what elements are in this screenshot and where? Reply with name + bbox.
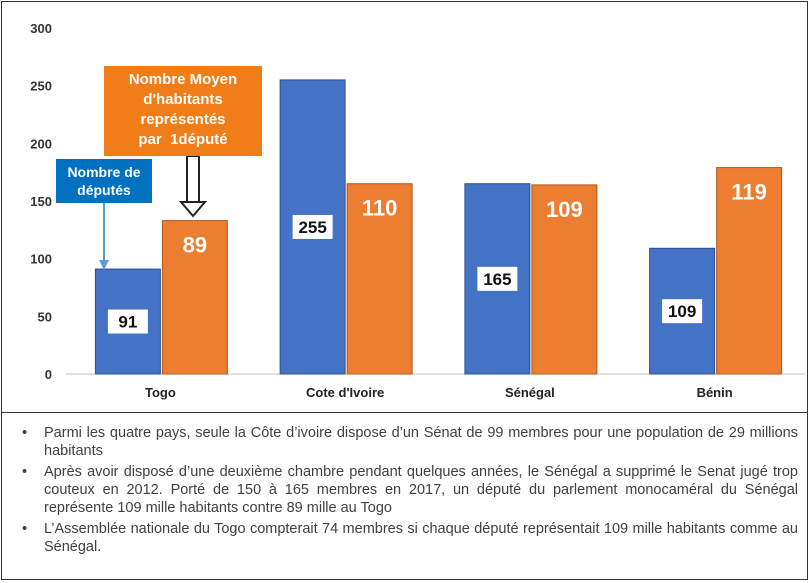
x-axis: Togo Cote d'Ivoire Sénégal Bénin [145,385,733,400]
bar-habitants [161,220,228,375]
bar-chart: 0 50 100 150 200 250 300 91 89 255 110 165 109 109 11… [30,21,805,400]
callout-habitants-line-4: par 1député [138,131,228,148]
x-tick-label: Cote d'Ivoire [306,385,384,400]
y-tick-label: 200 [30,136,52,151]
note-text: Après avoir disposé d’une deuxième chamb… [44,464,798,516]
section-divider [1,412,808,413]
y-tick-label: 300 [30,21,52,36]
bars: 91 89 255 110 165 109 109 119 [94,79,783,375]
value-label-box [662,299,703,324]
y-tick-label: 250 [30,79,52,94]
callout-deputes: Nombre de députés [56,159,152,203]
x-tick-label: Sénégal [505,385,555,400]
x-tick-label: Togo [145,385,176,400]
value-label-box [107,309,148,334]
y-tick-label: 50 [38,309,52,324]
bar-habitants [716,167,783,375]
y-tick-label: 150 [30,194,52,209]
callout-habitants-line-1: Nombre Moyen [128,71,238,88]
bar-habitants [346,183,413,375]
blue-arrow-head [99,260,109,270]
value-label-deputes: 91 [118,313,137,332]
value-label-deputes: 109 [668,302,696,321]
value-label-deputes: 165 [483,270,511,289]
orange-arrow-head [178,201,208,218]
value-label-box [292,214,333,239]
bullet-icon: • [22,521,28,537]
callout-deputes-line-1: Nombre de [67,164,141,180]
note-text: L’Assemblée nationale du Togo compterait… [44,521,798,555]
y-axis: 0 50 100 150 200 250 300 [30,21,52,382]
x-tick-label: Bénin [697,385,733,400]
y-tick-label: 100 [30,252,52,267]
y-tick-label: 0 [45,367,52,382]
bullet-icon: • [22,464,28,480]
callout-arrows [99,155,208,270]
bullet-icon: • [22,425,28,441]
callout-habitants: Nombre Moyen d'habitants représentés par… [104,66,262,156]
orange-arrow-shaft [186,155,200,203]
note-item: • Après avoir disposé d’une deuxième cham… [18,463,798,517]
note-item: • Parmi les quatre pays, seule la Côte d’… [18,424,798,460]
value-label-habitants: 109 [546,197,583,222]
note-text: Parmi les quatre pays, seule la Côte d’i… [44,425,798,459]
value-label-habitants: 89 [183,233,207,258]
value-label-habitants: 119 [731,180,767,205]
value-label-habitants: 110 [362,196,398,221]
value-label-deputes: 255 [298,218,326,237]
bar-habitants [531,184,598,375]
callout-deputes-line-2: députés [77,182,131,198]
note-item: • L’Assemblée nationale du Togo compterai… [18,520,798,556]
value-label-box [477,266,518,291]
notes-list: • Parmi les quatre pays, seule la Côte d’… [18,424,798,559]
callout-habitants-line-3: représentés [140,111,226,128]
callout-habitants-line-2: d'habitants [143,91,223,108]
